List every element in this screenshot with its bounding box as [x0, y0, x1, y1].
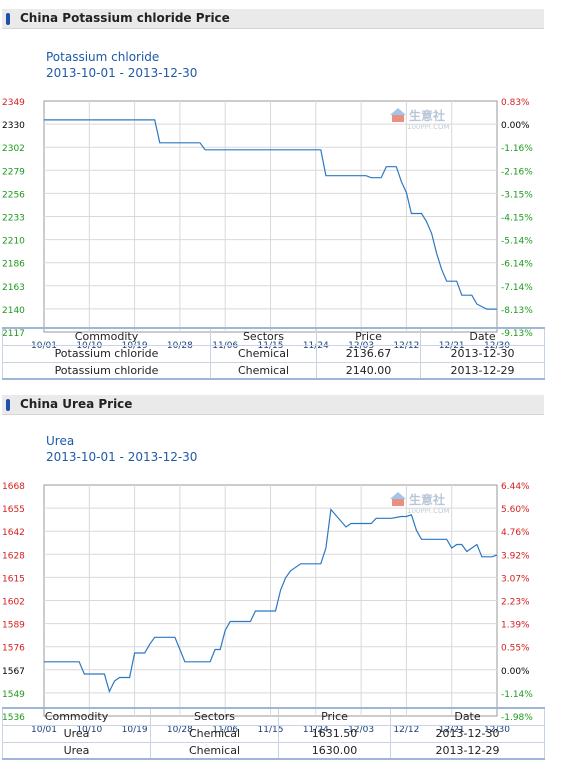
- header-commodity: Commodity: [2, 708, 151, 725]
- y-tick-label: 2302: [2, 144, 25, 154]
- table-row: Potassium chloride Chemical 2136.67 2013…: [2, 345, 545, 362]
- pct-tick-label: -7.14%: [501, 283, 533, 293]
- pct-tick-label: 0.00%: [501, 667, 530, 677]
- pct-tick-label: 6.44%: [501, 482, 530, 492]
- pct-tick-label: 3.92%: [501, 551, 530, 561]
- chart-subtitle: 2013-10-01 - 2013-12-30: [46, 450, 197, 464]
- pct-tick-label: 0.83%: [501, 98, 530, 108]
- watermark-house-icon: [392, 115, 404, 122]
- pct-tick-label: -8.13%: [501, 306, 533, 316]
- header-commodity: Commodity: [2, 328, 211, 345]
- y-tick-label: 2163: [2, 283, 25, 293]
- table-header-row: Commodity Sectors Price Date: [2, 328, 545, 345]
- chart-title: Potassium chloride: [46, 50, 159, 64]
- cell-sector: Chemical: [150, 742, 279, 759]
- pct-tick-label: -1.16%: [501, 144, 533, 154]
- cell-price: 2136.67: [316, 345, 421, 362]
- pct-tick-label: -3.15%: [501, 190, 533, 200]
- y-tick-label: 1655: [2, 505, 25, 515]
- pct-tick-label: 4.76%: [501, 528, 530, 538]
- pct-tick-label: 0.00%: [501, 121, 530, 131]
- y-tick-label: 2140: [2, 306, 25, 316]
- y-tick-label: 1628: [2, 551, 25, 561]
- watermark-text: 生意社: [409, 108, 445, 123]
- pct-tick-label: -5.14%: [501, 237, 533, 247]
- pct-tick-label: 3.07%: [501, 574, 530, 584]
- cell-commodity: Potassium chloride: [2, 362, 211, 379]
- cell-sector: Chemical: [150, 725, 279, 742]
- pct-tick-label: -2.16%: [501, 167, 533, 177]
- chart-subtitle: 2013-10-01 - 2013-12-30: [46, 66, 197, 80]
- cell-price: 1630.00: [278, 742, 391, 759]
- pct-tick-label: -1.14%: [501, 690, 533, 700]
- series-line: [44, 508, 498, 694]
- table-row: Urea Chemical 1630.00 2013-12-29: [2, 742, 545, 759]
- y-tick-label: 2233: [2, 214, 25, 224]
- section-header-urea: China Urea Price: [2, 395, 544, 415]
- potassium-price-table: Commodity Sectors Price Date Potassium c…: [2, 327, 545, 380]
- y-tick-label: 1615: [2, 574, 25, 584]
- section-title: China Urea Price: [20, 397, 133, 411]
- header-date: Date: [390, 708, 545, 725]
- cell-price: 1631.50: [278, 725, 391, 742]
- y-tick-label: 1589: [2, 621, 25, 631]
- y-tick-label: 2210: [2, 237, 25, 247]
- cell-commodity: Urea: [2, 742, 151, 759]
- header-sectors: Sectors: [210, 328, 317, 345]
- cell-date: 2013-12-30: [420, 345, 545, 362]
- cell-date: 2013-12-30: [390, 725, 545, 742]
- pct-tick-label: 0.55%: [501, 644, 530, 654]
- pct-tick-label: 2.23%: [501, 598, 530, 608]
- cell-price: 2140.00: [316, 362, 421, 379]
- section-marker-icon: [6, 13, 10, 25]
- chart-title: Urea: [46, 434, 74, 448]
- watermark-subtext: 100PPI.COM: [407, 123, 450, 131]
- y-tick-label: 2279: [2, 167, 25, 177]
- cell-sector: Chemical: [210, 345, 317, 362]
- y-tick-label: 1567: [2, 667, 25, 677]
- y-tick-label: 1642: [2, 528, 25, 538]
- urea-price-table: Commodity Sectors Price Date Urea Chemic…: [2, 707, 545, 760]
- header-sectors: Sectors: [150, 708, 279, 725]
- cell-sector: Chemical: [210, 362, 317, 379]
- pct-tick-label: 5.60%: [501, 505, 530, 515]
- y-tick-label: 2349: [2, 98, 25, 108]
- watermark-text: 生意社: [409, 492, 445, 507]
- y-tick-label: 2330: [2, 121, 25, 131]
- header-price: Price: [278, 708, 391, 725]
- pct-tick-label: 1.39%: [501, 621, 530, 631]
- potassium-chart: Potassium chloride 2013-10-01 - 2013-12-3…: [2, 50, 533, 351]
- y-tick-label: 1549: [2, 690, 25, 700]
- y-tick-label: 1576: [2, 644, 25, 654]
- cell-commodity: Potassium chloride: [2, 345, 211, 362]
- y-tick-label: 1668: [2, 482, 25, 492]
- cell-date: 2013-12-29: [390, 742, 545, 759]
- section-title: China Potassium chloride Price: [20, 11, 230, 25]
- table-row: Urea Chemical 1631.50 2013-12-30: [2, 725, 545, 742]
- watermark-house-icon: [392, 499, 404, 506]
- section-marker-icon: [6, 399, 10, 411]
- y-tick-label: 2256: [2, 190, 25, 200]
- pct-tick-label: -4.15%: [501, 214, 533, 224]
- y-tick-label: 1602: [2, 598, 25, 608]
- cell-commodity: Urea: [2, 725, 151, 742]
- header-price: Price: [316, 328, 421, 345]
- urea-chart: Urea 2013-10-01 - 2013-12-30 生意社100PPI.COM…: [2, 434, 533, 735]
- watermark-subtext: 100PPI.COM: [407, 507, 450, 515]
- cell-date: 2013-12-29: [420, 362, 545, 379]
- watermark-roof-icon: [390, 492, 406, 499]
- pct-tick-label: -6.14%: [501, 260, 533, 270]
- y-tick-label: 2186: [2, 260, 25, 270]
- series-line: [44, 119, 497, 310]
- table-row: Potassium chloride Chemical 2140.00 2013…: [2, 362, 545, 379]
- watermark-roof-icon: [390, 108, 406, 115]
- table-header-row: Commodity Sectors Price Date: [2, 708, 545, 725]
- section-header-potassium: China Potassium chloride Price: [2, 9, 544, 29]
- header-date: Date: [420, 328, 545, 345]
